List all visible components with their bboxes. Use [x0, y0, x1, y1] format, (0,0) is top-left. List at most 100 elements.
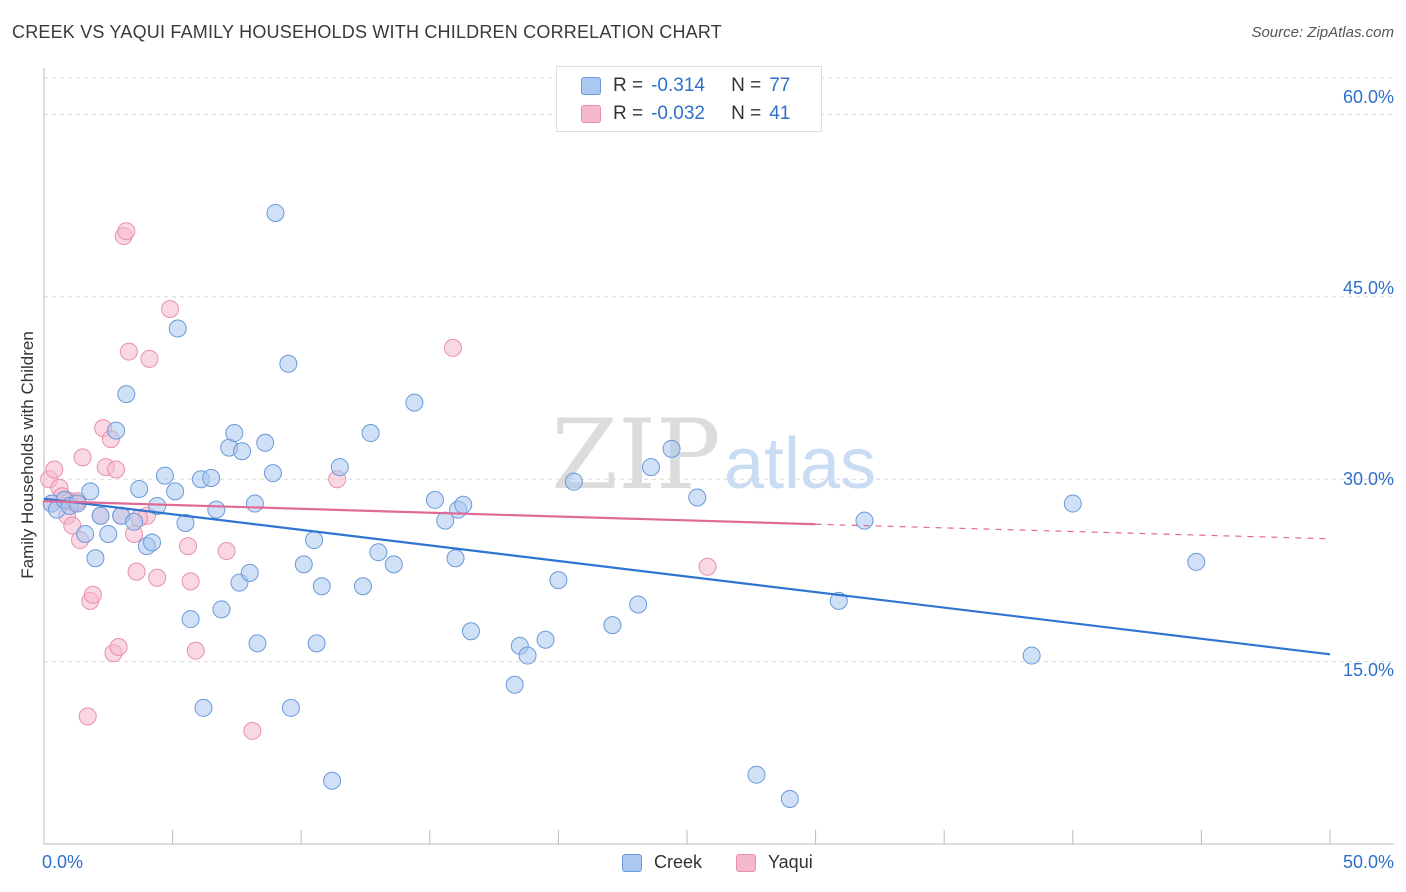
- creek-point: [518, 646, 537, 665]
- creek-point: [81, 482, 100, 501]
- creek-point: [1187, 552, 1206, 571]
- creek-point: [248, 634, 267, 653]
- yaqui-point: [148, 568, 167, 587]
- creek-point: [323, 771, 342, 790]
- yaqui-swatch: [736, 853, 756, 872]
- creek-point: [76, 524, 95, 543]
- trendlines: [43, 497, 1331, 656]
- creek-point: [461, 622, 480, 641]
- creek-point: [194, 698, 213, 717]
- x-tick-label-max: 50.0%: [1342, 852, 1394, 872]
- legend-stats: R = -0.314 N = 77 R = -0.032 N = 41: [556, 66, 822, 132]
- creek-point: [454, 495, 473, 514]
- creek-point: [405, 393, 424, 412]
- creek-point: [233, 442, 252, 461]
- watermark: ZIP atlas: [551, 399, 876, 511]
- yaqui-swatch: [581, 105, 601, 123]
- yaqui-point: [243, 721, 262, 740]
- yaqui-point: [140, 349, 159, 368]
- creek-point: [312, 577, 331, 596]
- creek-point: [91, 506, 110, 525]
- axes: [43, 68, 1394, 845]
- r-label: R =: [613, 75, 644, 96]
- legend-stats-row-yaqui: R = -0.032 N = 41: [581, 100, 790, 128]
- creek-point: [1063, 494, 1082, 513]
- creek-point: [307, 634, 326, 653]
- yaqui-point: [179, 537, 198, 556]
- creek-point: [353, 577, 372, 596]
- legend-item-creek: Creek: [622, 852, 702, 873]
- yaqui-point: [117, 222, 136, 241]
- creek-point: [1022, 646, 1041, 665]
- creek-point: [168, 319, 187, 338]
- yaqui-point: [217, 541, 236, 560]
- yaqui-trendline: [43, 500, 816, 526]
- creek-point: [125, 512, 144, 531]
- creek-point: [641, 458, 660, 477]
- creek-point: [662, 439, 681, 458]
- creek-point: [603, 616, 622, 635]
- yaqui-point: [443, 338, 462, 357]
- watermark-atlas: atlas: [724, 424, 876, 504]
- yaqui-point: [161, 300, 180, 319]
- creek-point: [855, 511, 874, 530]
- creek-point: [107, 421, 126, 440]
- creek-point: [780, 790, 799, 809]
- creek-point: [564, 472, 583, 491]
- creek-point: [629, 595, 648, 614]
- creek-point: [256, 433, 275, 452]
- legend-item-yaqui: Yaqui: [736, 852, 813, 873]
- creek-point: [369, 543, 388, 562]
- creek-point: [86, 549, 105, 568]
- r-label: R =: [613, 103, 644, 124]
- creek-point: [155, 466, 174, 485]
- creek-point: [148, 496, 167, 515]
- creek-point: [446, 549, 465, 568]
- legend-series: Creek Yaqui: [0, 852, 1406, 878]
- creek-point: [143, 533, 162, 552]
- n-label: N =: [731, 103, 762, 124]
- yaqui-point: [63, 516, 82, 535]
- creek-point: [747, 765, 766, 784]
- creek-point: [212, 600, 231, 619]
- creek-point: [99, 524, 118, 543]
- y-tick-label-30: 30.0%: [1342, 469, 1394, 489]
- creek-point: [176, 514, 195, 533]
- yaqui-trendline-extension: [815, 523, 1331, 540]
- creek-point: [505, 675, 524, 694]
- x-tick-label-min: 0.0%: [42, 852, 84, 872]
- creek-point: [225, 424, 244, 443]
- creek-point: [330, 458, 349, 477]
- chart-source: Source: ZipAtlas.com: [1251, 24, 1394, 41]
- y-tick-label-60: 60.0%: [1342, 87, 1394, 107]
- y-tick-label-15: 15.0%: [1342, 660, 1394, 680]
- yaqui-point: [83, 585, 102, 604]
- creek-point: [240, 563, 259, 582]
- creek-swatch: [622, 853, 642, 872]
- r-value: -0.032: [651, 103, 705, 124]
- creek-point: [263, 464, 282, 483]
- chart-title: CREEK VS YAQUI FAMILY HOUSEHOLDS WITH CH…: [12, 22, 722, 42]
- creek-point: [245, 494, 264, 513]
- yaqui-point: [109, 638, 128, 657]
- legend-stats-row-creek: R = -0.314 N = 77: [581, 72, 790, 100]
- n-value: 77: [769, 75, 791, 96]
- yaqui-point: [127, 562, 146, 581]
- legend-label-creek: Creek: [654, 852, 703, 872]
- n-label: N =: [731, 75, 762, 96]
- creek-point: [688, 488, 707, 507]
- creek-point: [279, 354, 298, 373]
- yaqui-point: [181, 572, 200, 591]
- creek-point: [266, 203, 285, 222]
- creek-point: [166, 482, 185, 501]
- yaqui-point: [78, 707, 97, 726]
- r-value: -0.314: [651, 75, 705, 96]
- yaqui-point: [119, 342, 138, 361]
- creek-point: [294, 555, 313, 574]
- creek-swatch: [581, 77, 601, 95]
- creek-point: [384, 555, 403, 574]
- y-tick-label-45: 45.0%: [1342, 278, 1394, 298]
- creek-point: [536, 630, 555, 649]
- legend-label-yaqui: Yaqui: [768, 852, 813, 872]
- yaqui-point: [698, 557, 717, 576]
